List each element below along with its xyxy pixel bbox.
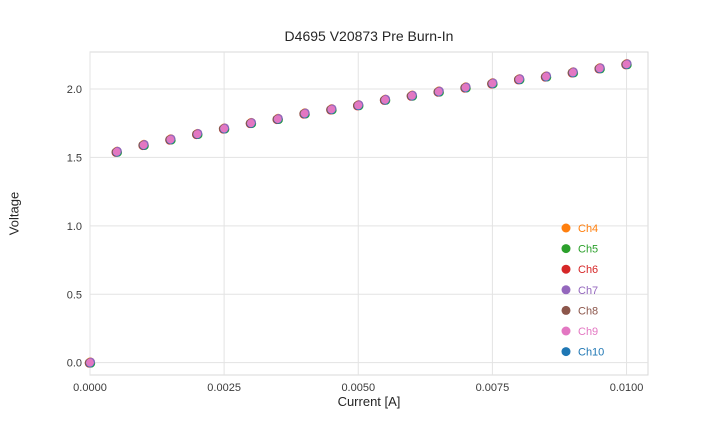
legend-label-ch5: Ch5 (578, 244, 598, 256)
legend-label-ch9: Ch9 (578, 326, 598, 338)
legend-label-ch6: Ch6 (578, 264, 598, 276)
legend-marker-ch4 (561, 223, 571, 233)
y-tick-label: 2.0 (67, 84, 82, 96)
x-tick-label: 0.0075 (476, 382, 510, 394)
data-point (434, 87, 443, 96)
data-point (246, 119, 255, 128)
legend-marker-ch7 (561, 285, 571, 295)
data-point (273, 115, 282, 124)
data-point (407, 91, 416, 100)
chart-title: D4695 V20873 Pre Burn-In (284, 28, 454, 44)
x-tick-label: 0.0025 (207, 382, 241, 394)
data-point (354, 101, 363, 110)
y-tick-label: 1.5 (67, 152, 82, 164)
data-point (461, 83, 470, 92)
data-point (595, 64, 604, 73)
x-tick-label: 0.0100 (610, 382, 644, 394)
data-point (139, 141, 148, 150)
y-tick-label: 0.0 (67, 358, 82, 370)
y-tick-label: 1.0 (67, 221, 82, 233)
legend-marker-ch9 (561, 326, 571, 336)
x-tick-label: 0.0000 (73, 382, 107, 394)
x-tick-label: 0.0050 (341, 382, 375, 394)
data-point (166, 135, 175, 144)
data-point (193, 130, 202, 139)
data-point (488, 79, 497, 88)
data-point (515, 75, 524, 84)
legend-marker-ch5 (561, 244, 571, 254)
legend-label-ch8: Ch8 (578, 305, 598, 317)
legend-marker-ch8 (561, 305, 571, 315)
data-point (327, 105, 336, 114)
plot-area (89, 51, 649, 376)
data-point (220, 124, 229, 133)
legend-label-ch4: Ch4 (578, 223, 598, 235)
points-layer (84, 59, 632, 368)
data-point (112, 147, 121, 156)
data-point (622, 60, 631, 69)
y-tick-label: 0.5 (67, 289, 82, 301)
data-point (86, 358, 94, 367)
legend-label-ch10: Ch10 (578, 347, 604, 359)
x-axis-label: Current [A] (337, 394, 401, 409)
y-axis-label: Voltage (6, 191, 22, 236)
legend-marker-ch10 (561, 347, 571, 357)
data-point (300, 109, 309, 118)
data-point (381, 95, 390, 104)
legend: Ch4 Ch5 Ch6 Ch7 Ch8 Ch9 Ch10 (561, 223, 604, 359)
data-point (568, 68, 577, 77)
data-point (542, 72, 551, 81)
legend-marker-ch6 (561, 264, 571, 274)
legend-label-ch7: Ch7 (578, 285, 598, 297)
